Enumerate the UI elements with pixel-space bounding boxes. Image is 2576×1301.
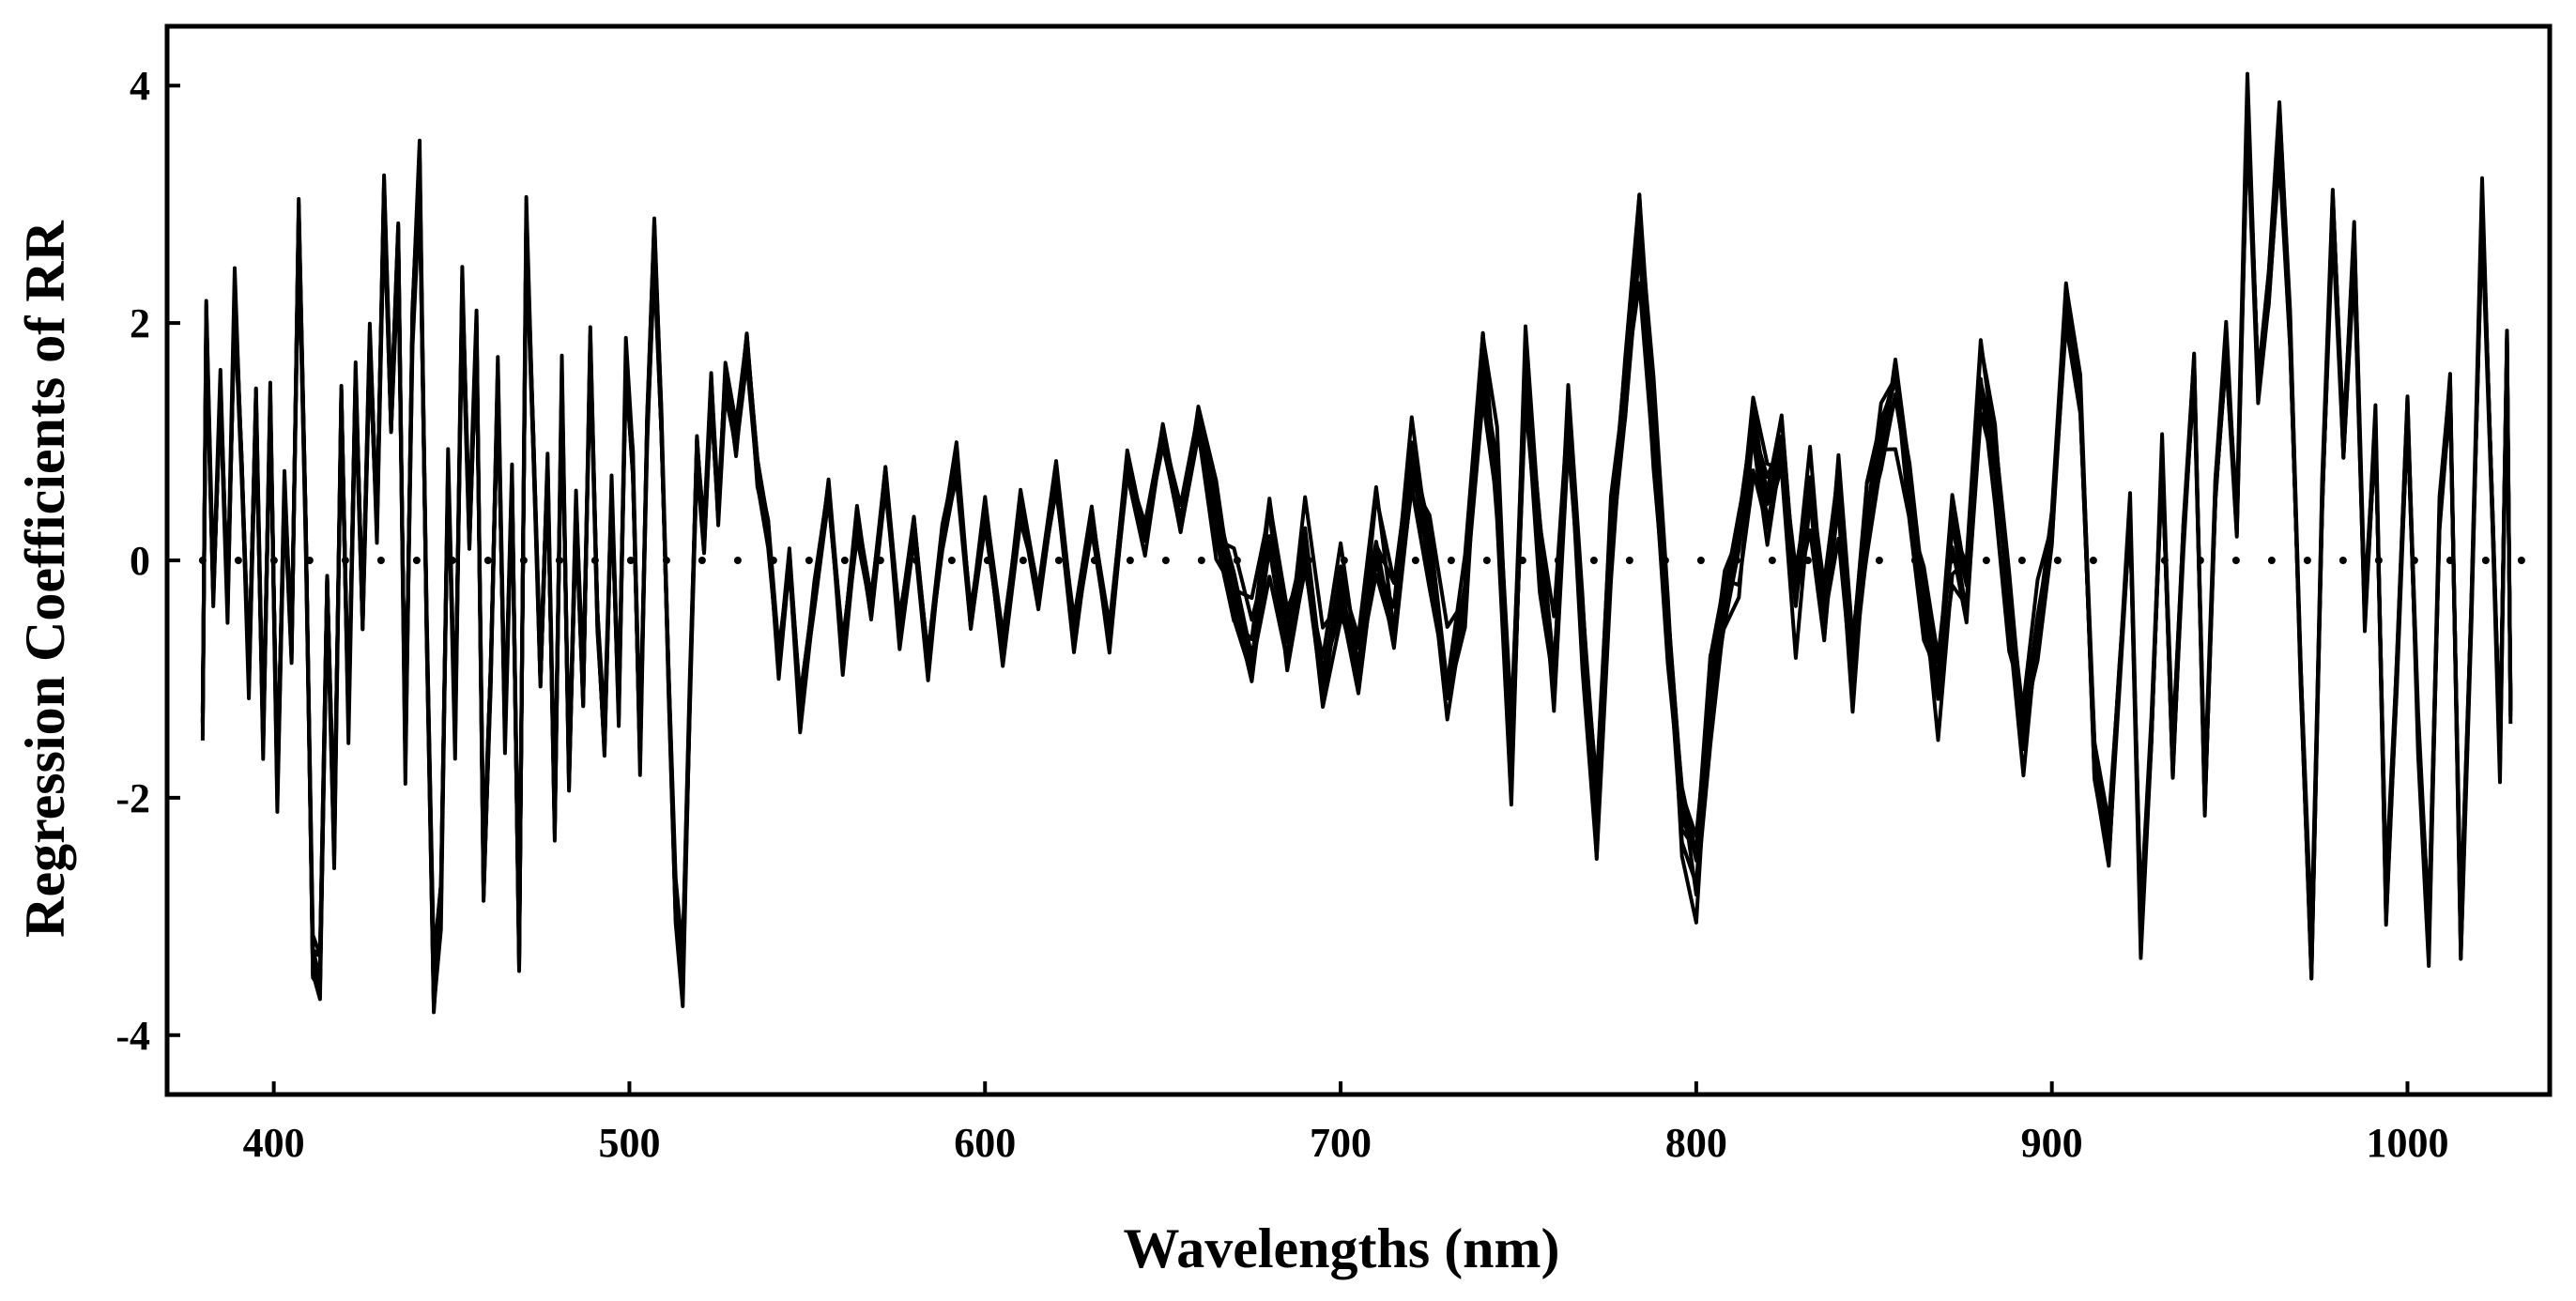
x-tick-label: 1000	[2366, 1120, 2448, 1166]
x-tick-label: 700	[1310, 1120, 1372, 1166]
x-axis-title: Wavelengths (nm)	[1124, 1217, 1560, 1279]
coefficient-series-line	[200, 100, 2513, 992]
x-tick-label: 800	[1665, 1120, 1727, 1166]
x-tick-label: 400	[243, 1120, 305, 1166]
x-tick-label: 600	[954, 1120, 1016, 1166]
y-axis-ticks: -4 -2 0 2 4	[115, 63, 180, 1059]
coefficient-series-group	[200, 71, 2513, 1015]
y-axis-title: Regression Coefficients of RR	[14, 220, 76, 937]
y-tick-label: 2	[130, 300, 150, 346]
y-tick-label: 4	[130, 63, 150, 109]
x-tick-label: 900	[2021, 1120, 2083, 1166]
x-tick-label: 500	[598, 1120, 660, 1166]
y-tick-label: -2	[115, 775, 150, 821]
x-axis-ticks: 400 500 600 700 800 900 1000	[243, 1081, 2448, 1166]
y-tick-label: 0	[130, 538, 150, 584]
y-tick-label: -4	[115, 1013, 150, 1059]
